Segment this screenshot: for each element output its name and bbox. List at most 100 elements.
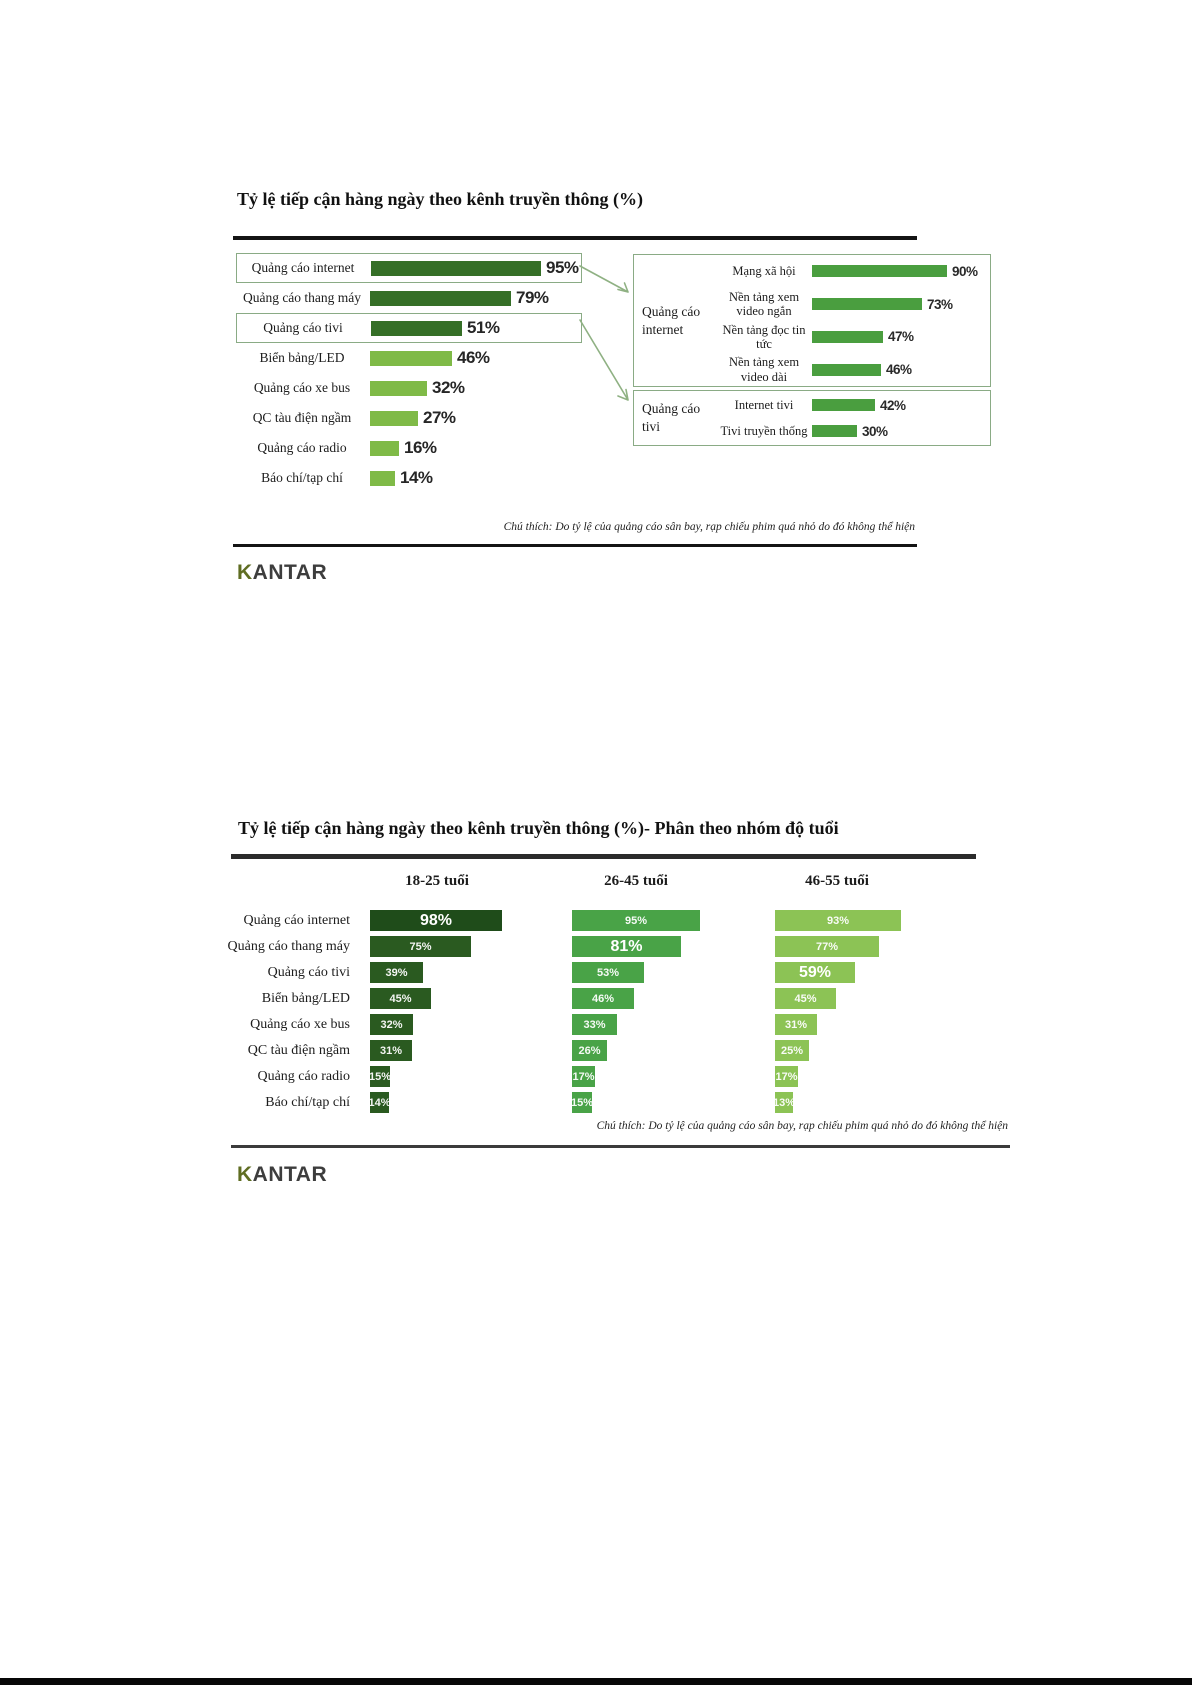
group-bar-row: Nền tảng xem video dài 46%	[716, 353, 990, 386]
chart2-rows: Quảng cáo internet 98% 95% 93% Quảng cáo tha…	[210, 910, 1010, 1118]
bar-value: 98%	[419, 911, 453, 929]
bar-label: Nền tảng xem video ngắn	[728, 289, 800, 319]
bar	[812, 425, 857, 437]
bar: 93%	[775, 910, 901, 931]
chart2-row: Quảng cáo thang máy 75% 81% 77%	[210, 936, 1010, 962]
bar: 59%	[775, 962, 855, 983]
bar-value: 53%	[596, 966, 620, 979]
chart2-col-header-1: 26-45 tuổi	[604, 873, 668, 889]
chart2-col-header-2: 46-55 tuổi	[805, 873, 869, 889]
bar	[812, 265, 947, 278]
chart2-footnote: Chú thích: Do tỷ lệ của quảng cáo sân ba…	[596, 1120, 1008, 1132]
bar-label: Biển bảng/LED	[259, 350, 345, 365]
chart2-row: Biển bảng/LED 45% 46% 45%	[210, 988, 1010, 1014]
bar: 15%	[368, 1066, 392, 1087]
bar: 95%	[572, 910, 700, 931]
bar-value: 73%	[927, 296, 953, 312]
chart1-group-items-0: Mạng xã hội 90% Nền tảng xem video ngắn 73%…	[716, 255, 990, 386]
bar-label: Quảng cáo tivi	[263, 320, 343, 335]
bar-label: Nền tảng xem video dài	[728, 355, 800, 384]
group-bar-row: Tivi truyền thống 30%	[716, 418, 990, 444]
bar-label: Tivi truyền thống	[720, 423, 808, 438]
bar: 14%	[368, 1092, 391, 1113]
bar-value: 14%	[368, 1096, 391, 1109]
bar	[812, 399, 875, 411]
bar-label: Quảng cáo xe bus	[250, 1017, 350, 1032]
kantar-logo: KANTAR	[237, 1163, 327, 1187]
bar: 31%	[775, 1014, 817, 1035]
bar-value: 31%	[379, 1044, 403, 1057]
page-bottom-edge	[0, 1678, 1192, 1685]
bar: 98%	[370, 910, 502, 931]
bar-label: Quảng cáo thang máy	[227, 939, 350, 954]
kantar-logo: KANTAR	[237, 561, 327, 585]
kantar-logo-k: K	[237, 561, 253, 584]
bar-label: Quảng cáo tivi	[267, 965, 350, 980]
group-label: Quảng cáo tivi	[642, 401, 701, 434]
chart2-title: Tỷ lệ tiếp cận hàng ngày theo kênh truyề…	[238, 818, 839, 838]
chart1-bar-row: QC tàu điện ngầm 27%	[236, 403, 582, 433]
bar	[371, 260, 541, 276]
chart1-bottom-rule	[233, 544, 917, 547]
chart1-bar-row: Quảng cáo thang máy 79%	[236, 283, 582, 313]
bar-value: 32%	[432, 378, 465, 397]
bar-value: 90%	[952, 263, 978, 279]
chart1-bar-row: Quảng cáo internet 95%	[236, 253, 582, 283]
bar-value: 15%	[368, 1070, 392, 1083]
chart2-row: Báo chí/tạp chí 14% 15% 13%	[210, 1092, 1010, 1118]
bar-label: Quảng cáo internet	[243, 913, 350, 928]
bar-label: Quảng cáo internet	[251, 260, 355, 275]
bar: 77%	[775, 936, 879, 957]
bar-label: Internet tivi	[734, 397, 794, 412]
chart1-rows: Quảng cáo internet 95% Quảng cáo thang máy…	[236, 253, 582, 493]
bar: 53%	[572, 962, 644, 983]
bar-value: 77%	[815, 940, 839, 953]
group-bar-row: Internet tivi 42%	[716, 392, 990, 418]
bar-value: 17%	[572, 1070, 595, 1083]
bar: 75%	[370, 936, 471, 957]
chart1-bar-row: Báo chí/tạp chí 14%	[236, 463, 582, 493]
chart1-bar-row: Quảng cáo radio 16%	[236, 433, 582, 463]
bar: 13%	[773, 1092, 795, 1113]
bar-value: 25%	[780, 1044, 804, 1057]
bar	[812, 330, 883, 343]
bar: 26%	[572, 1040, 607, 1061]
bar	[370, 290, 511, 306]
chart1-bar-row: Quảng cáo xe bus 32%	[236, 373, 582, 403]
bar-value: 46%	[886, 362, 912, 378]
bar-value: 46%	[591, 992, 615, 1005]
bar	[370, 350, 452, 366]
chart2-row: Quảng cáo radio 15% 17% 17%	[210, 1066, 1010, 1092]
bar	[370, 380, 427, 396]
bar-value: 59%	[798, 963, 832, 981]
bar-label: Quảng cáo radio	[257, 1069, 350, 1084]
group-bar-row: Nền tảng đọc tin tức 47%	[716, 321, 990, 354]
connector-arrows	[579, 265, 629, 401]
bar-label: QC tàu điện ngầm	[252, 410, 352, 425]
chart2-top-rule	[231, 854, 976, 859]
chart2-row: Quảng cáo internet 98% 95% 93%	[210, 910, 1010, 936]
bar-label: Báo chí/tạp chí	[261, 470, 343, 485]
bar	[370, 410, 418, 426]
bar-value: 51%	[467, 318, 500, 337]
bar-value: 27%	[423, 408, 456, 427]
arrow-internet-icon	[579, 265, 629, 293]
bar-label: Mạng xã hội	[732, 264, 796, 279]
chart2-bottom-rule	[231, 1145, 1010, 1148]
chart2-row: Quảng cáo xe bus 32% 33% 31%	[210, 1014, 1010, 1040]
bar: 45%	[775, 988, 836, 1009]
bar-value: 95%	[546, 258, 579, 277]
bar-value: 17%	[775, 1070, 798, 1083]
bar-value: 32%	[380, 1018, 403, 1031]
bar	[371, 320, 462, 336]
bar-value: 81%	[610, 937, 643, 955]
chart1-top-rule	[233, 236, 917, 240]
kantar-logo-rest: ANTAR	[252, 1163, 328, 1186]
bar: 33%	[572, 1014, 617, 1035]
chart1-title: Tỷ lệ tiếp cận hàng ngày theo kênh truyề…	[237, 189, 644, 209]
bar	[370, 470, 395, 486]
bar	[812, 363, 881, 376]
bar-value: 46%	[457, 348, 490, 367]
bar-value: 47%	[888, 329, 914, 345]
